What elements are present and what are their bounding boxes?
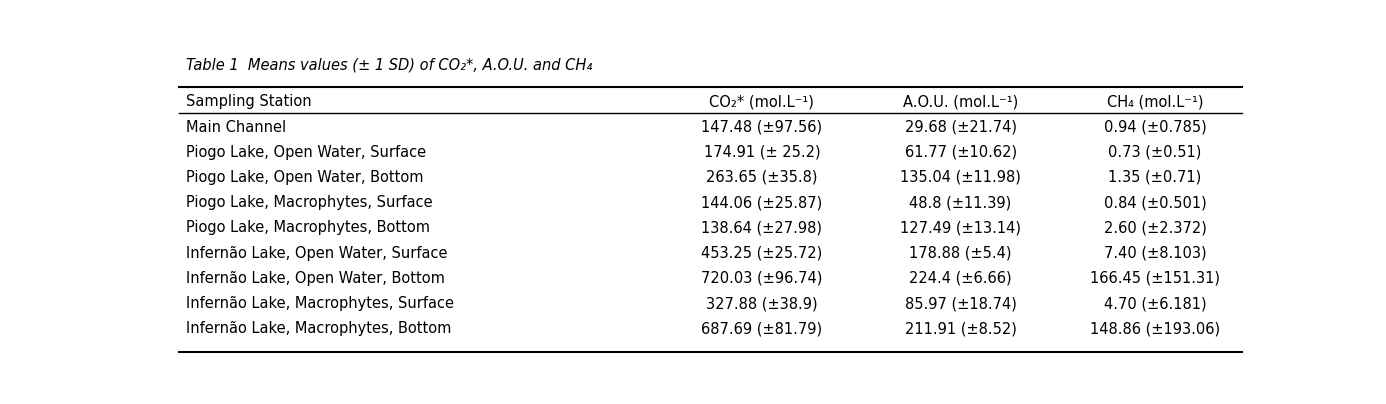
- Text: CH₄ (mol.L⁻¹): CH₄ (mol.L⁻¹): [1107, 94, 1203, 109]
- Text: Table 1  Means values (± 1 SD) of CO₂*, A.O.U. and CH₄: Table 1 Means values (± 1 SD) of CO₂*, A…: [186, 58, 592, 73]
- Text: 327.88 (±38.9): 327.88 (±38.9): [705, 296, 818, 311]
- Text: 48.8 (±11.39): 48.8 (±11.39): [909, 195, 1012, 210]
- Text: 166.45 (±151.31): 166.45 (±151.31): [1089, 271, 1220, 286]
- Text: 263.65 (±35.8): 263.65 (±35.8): [705, 170, 818, 185]
- Text: 85.97 (±18.74): 85.97 (±18.74): [905, 296, 1016, 311]
- Text: 178.88 (±5.4): 178.88 (±5.4): [909, 246, 1012, 261]
- Text: 135.04 (±11.98): 135.04 (±11.98): [900, 170, 1021, 185]
- Text: 7.40 (±8.103): 7.40 (±8.103): [1103, 246, 1206, 261]
- Text: CO₂* (mol.L⁻¹): CO₂* (mol.L⁻¹): [710, 94, 815, 109]
- Text: 127.49 (±13.14): 127.49 (±13.14): [900, 221, 1021, 236]
- Text: 211.91 (±8.52): 211.91 (±8.52): [905, 321, 1016, 336]
- Text: 61.77 (±10.62): 61.77 (±10.62): [905, 145, 1017, 160]
- Text: 720.03 (±96.74): 720.03 (±96.74): [701, 271, 822, 286]
- Text: 0.84 (±0.501): 0.84 (±0.501): [1103, 195, 1206, 210]
- Text: Sampling Station: Sampling Station: [186, 94, 312, 109]
- Text: Piogo Lake, Macrophytes, Surface: Piogo Lake, Macrophytes, Surface: [186, 195, 432, 210]
- Text: 147.48 (±97.56): 147.48 (±97.56): [701, 120, 822, 135]
- Text: Piogo Lake, Macrophytes, Bottom: Piogo Lake, Macrophytes, Bottom: [186, 221, 430, 236]
- Text: 174.91 (± 25.2): 174.91 (± 25.2): [704, 145, 821, 160]
- Text: Piogo Lake, Open Water, Bottom: Piogo Lake, Open Water, Bottom: [186, 170, 424, 185]
- Text: 138.64 (±27.98): 138.64 (±27.98): [701, 221, 822, 236]
- Text: A.O.U. (mol.L⁻¹): A.O.U. (mol.L⁻¹): [902, 94, 1019, 109]
- Text: 0.94 (±0.785): 0.94 (±0.785): [1103, 120, 1206, 135]
- Text: 148.86 (±193.06): 148.86 (±193.06): [1089, 321, 1220, 336]
- Text: Infernão Lake, Macrophytes, Bottom: Infernão Lake, Macrophytes, Bottom: [186, 321, 452, 336]
- Text: 1.35 (±0.71): 1.35 (±0.71): [1109, 170, 1202, 185]
- Text: 687.69 (±81.79): 687.69 (±81.79): [701, 321, 822, 336]
- Text: Piogo Lake, Open Water, Surface: Piogo Lake, Open Water, Surface: [186, 145, 427, 160]
- Text: 224.4 (±6.66): 224.4 (±6.66): [909, 271, 1012, 286]
- Text: 0.73 (±0.51): 0.73 (±0.51): [1109, 145, 1202, 160]
- Text: Infernão Lake, Open Water, Surface: Infernão Lake, Open Water, Surface: [186, 246, 448, 261]
- Text: Infernão Lake, Macrophytes, Surface: Infernão Lake, Macrophytes, Surface: [186, 296, 455, 311]
- Text: 453.25 (±25.72): 453.25 (±25.72): [701, 246, 822, 261]
- Text: 2.60 (±2.372): 2.60 (±2.372): [1103, 221, 1206, 236]
- Text: 29.68 (±21.74): 29.68 (±21.74): [905, 120, 1016, 135]
- Text: Infernão Lake, Open Water, Bottom: Infernão Lake, Open Water, Bottom: [186, 271, 445, 286]
- Text: 144.06 (±25.87): 144.06 (±25.87): [701, 195, 822, 210]
- Text: 4.70 (±6.181): 4.70 (±6.181): [1103, 296, 1206, 311]
- Text: Main Channel: Main Channel: [186, 120, 287, 135]
